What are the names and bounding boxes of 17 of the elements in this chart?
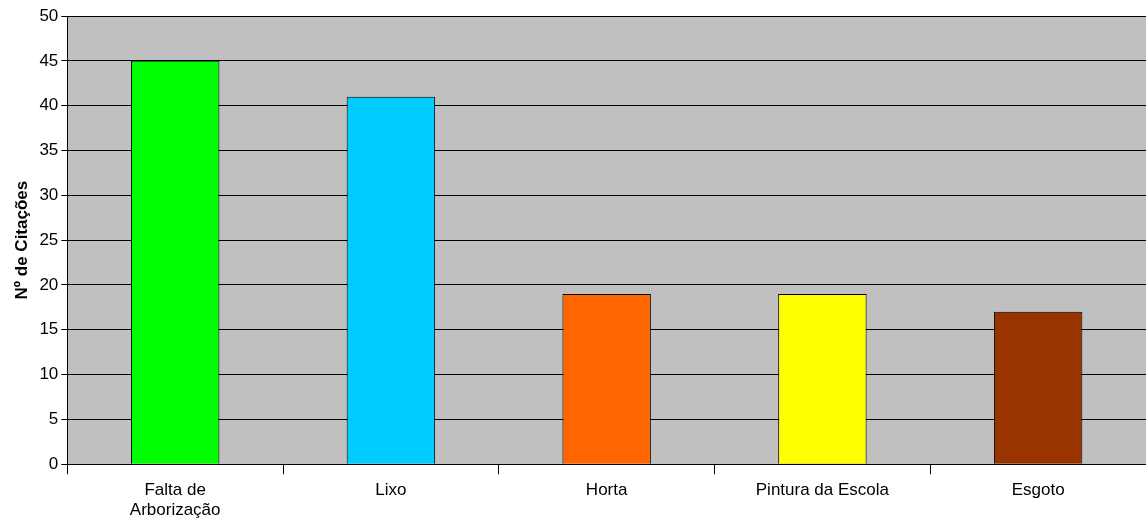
y-tick-label: 15 — [39, 319, 59, 339]
x-tick-label: Falta de Arborização — [129, 480, 221, 520]
x-tick-label: Horta — [585, 480, 628, 500]
y-axis-title: Nº de Citações — [11, 180, 31, 300]
y-tick-label: 30 — [39, 184, 59, 204]
y-tick-label: 35 — [39, 140, 59, 160]
y-tick-label: 45 — [39, 50, 59, 70]
y-tick-label: 25 — [39, 229, 59, 249]
y-tick-label: 10 — [39, 364, 59, 384]
x-tick-label: Pintura da Escola — [755, 480, 890, 500]
y-tick-label: 5 — [48, 409, 59, 429]
y-tick-label: 50 — [39, 5, 59, 25]
y-tick-label: 0 — [48, 453, 59, 473]
y-tick-label: 40 — [39, 95, 59, 115]
x-tick-label: Lixo — [375, 480, 407, 500]
x-tick-label: Esgoto — [1011, 480, 1065, 500]
y-tick-label: 20 — [39, 274, 59, 294]
